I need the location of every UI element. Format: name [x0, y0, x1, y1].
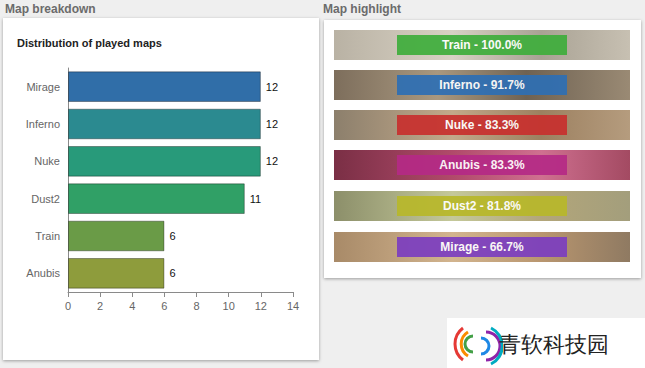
svg-text:2: 2	[97, 300, 103, 312]
html-text:Map breakdown: Map breakdown	[5, 2, 96, 16]
svg-text:12: 12	[266, 118, 278, 130]
svg-text:12: 12	[255, 300, 267, 312]
svg-text:Distribution of played maps: Distribution of played maps	[17, 37, 162, 49]
svg-text:10: 10	[223, 300, 235, 312]
html-text:Inferno - 91.7%: Inferno - 91.7%	[439, 78, 525, 92]
svg-text:6: 6	[169, 230, 175, 242]
svg-text:14: 14	[287, 300, 299, 312]
svg-text:Train: Train	[35, 230, 60, 242]
svg-text:6: 6	[169, 267, 175, 279]
html-text:Mirage - 66.7%: Mirage - 66.7%	[440, 240, 524, 254]
html-text:青软科技园: 青软科技园	[499, 332, 609, 357]
html-text:Anubis - 83.3%: Anubis - 83.3%	[439, 158, 525, 172]
html-text:Nuke - 83.3%: Nuke - 83.3%	[445, 118, 519, 132]
svg-text:Mirage: Mirage	[26, 81, 60, 93]
svg-text:6: 6	[161, 300, 167, 312]
svg-text:4: 4	[129, 300, 135, 312]
svg-text:11: 11	[250, 193, 261, 205]
svg-text:Anubis: Anubis	[26, 267, 60, 279]
svg-text:Inferno: Inferno	[26, 118, 60, 130]
html-text:Map highlight: Map highlight	[323, 2, 401, 16]
html-text:Dust2 - 81.8%: Dust2 - 81.8%	[443, 199, 521, 213]
svg-text:8: 8	[194, 300, 200, 312]
svg-text:12: 12	[266, 81, 278, 93]
svg-text:12: 12	[266, 155, 278, 167]
svg-text:Nuke: Nuke	[34, 155, 60, 167]
svg-text:0: 0	[65, 300, 71, 312]
html-text:Train - 100.0%: Train - 100.0%	[442, 38, 522, 52]
svg-text:Dust2: Dust2	[31, 193, 60, 205]
